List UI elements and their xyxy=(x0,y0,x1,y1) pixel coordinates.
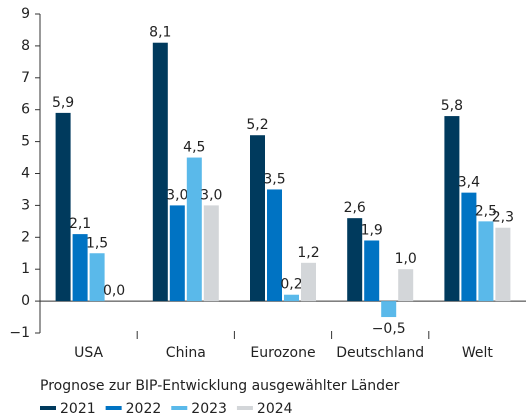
legend-label: 2021 xyxy=(60,401,96,417)
value-label: 3,5 xyxy=(263,171,285,187)
bar xyxy=(381,301,397,318)
value-label: 2,1 xyxy=(69,216,91,232)
bar xyxy=(478,221,494,302)
bar xyxy=(250,135,265,302)
legend-swatch xyxy=(236,406,253,410)
y-tick-label: 1 xyxy=(21,261,30,277)
x-tick-label: USA xyxy=(74,345,103,361)
value-label: 2,3 xyxy=(492,210,514,226)
y-tick-label: 0 xyxy=(21,293,30,309)
bar xyxy=(203,205,219,302)
legend-label: 2024 xyxy=(257,401,293,417)
legend-label: 2023 xyxy=(191,401,227,417)
y-tick-label: 3 xyxy=(21,197,30,213)
value-label: 3,0 xyxy=(200,187,222,203)
legend-swatch xyxy=(105,406,122,410)
y-tick-label: 2 xyxy=(21,229,30,245)
y-tick-label: 6 xyxy=(21,102,30,118)
legend-label: 2022 xyxy=(126,401,162,417)
value-label: 4,5 xyxy=(183,140,205,156)
bar xyxy=(186,157,202,302)
bar xyxy=(495,227,511,302)
y-tick-label: 7 xyxy=(21,70,30,86)
x-tick-label: Eurozone xyxy=(250,345,315,361)
x-tick-label: China xyxy=(166,345,206,361)
value-label: 0,0 xyxy=(103,283,125,299)
bar xyxy=(267,189,282,302)
value-label: 1,5 xyxy=(86,235,108,251)
value-label: 0,2 xyxy=(280,277,302,293)
bar xyxy=(444,116,460,302)
bar xyxy=(398,269,414,302)
bar xyxy=(72,234,88,302)
bar xyxy=(89,253,105,302)
x-tick-label: Deutschland xyxy=(336,345,424,361)
bar xyxy=(347,218,363,302)
y-tick-label: 8 xyxy=(21,38,30,54)
legend-swatch xyxy=(40,406,56,410)
chart-caption: Prognose zur BIP-Entwicklung ausgewählte… xyxy=(40,378,400,394)
value-label: −0,5 xyxy=(372,321,406,337)
value-label: 2,6 xyxy=(344,200,366,216)
y-tick-label: 5 xyxy=(21,134,30,150)
bar xyxy=(461,192,477,302)
value-label: 3,4 xyxy=(458,175,480,191)
value-label: 5,2 xyxy=(246,117,268,133)
legend-swatch xyxy=(171,406,188,410)
bar xyxy=(364,240,380,302)
value-label: 2,5 xyxy=(475,203,497,219)
value-label: 1,2 xyxy=(297,245,319,261)
bar xyxy=(169,205,185,302)
bar xyxy=(55,112,71,302)
value-label: 3,0 xyxy=(166,187,188,203)
y-tick-label: 4 xyxy=(21,166,30,182)
bar xyxy=(301,262,316,302)
value-label: 5,9 xyxy=(52,95,74,111)
x-tick-label: Welt xyxy=(462,345,494,361)
value-label: 5,8 xyxy=(441,98,463,114)
y-tick-label: 9 xyxy=(21,6,30,22)
y-tick-label: −1 xyxy=(9,325,30,341)
value-label: 8,1 xyxy=(149,25,171,41)
bar xyxy=(152,42,168,302)
value-label: 1,9 xyxy=(361,222,383,238)
bar xyxy=(284,294,299,302)
value-label: 1,0 xyxy=(395,251,417,267)
